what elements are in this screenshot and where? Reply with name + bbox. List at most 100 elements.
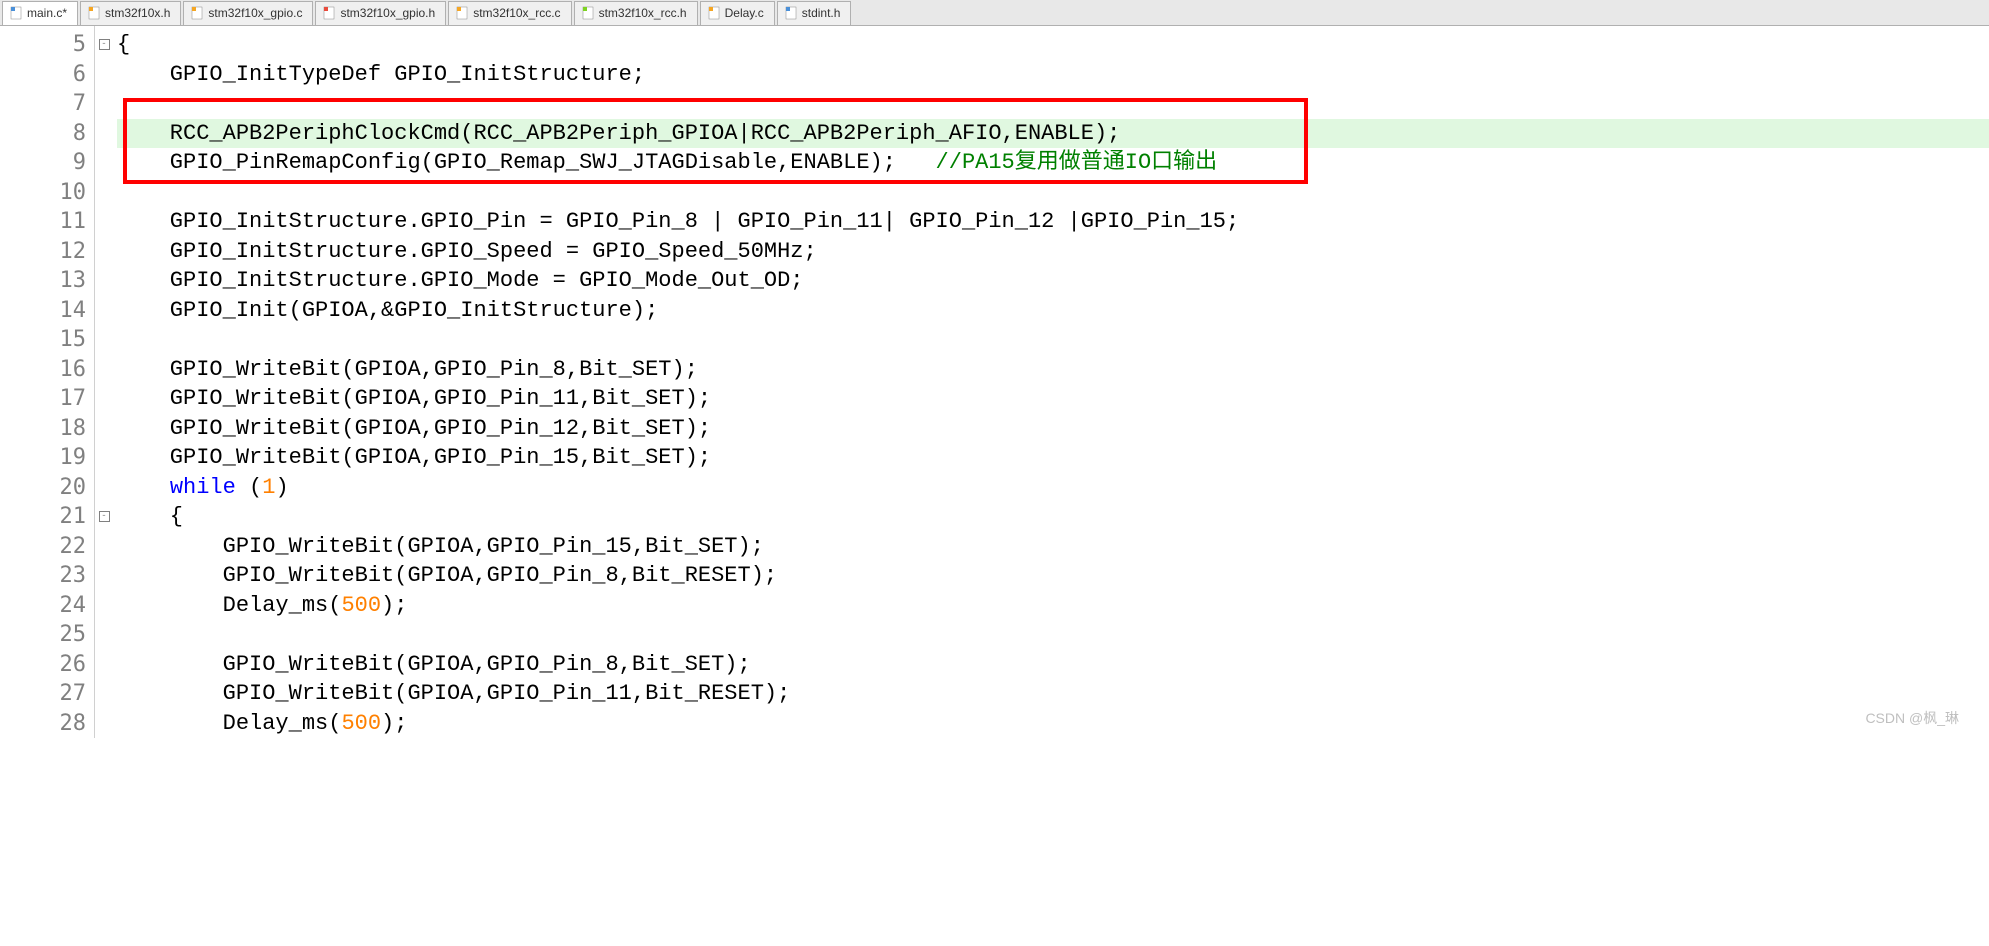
line-number: 22 bbox=[0, 532, 86, 562]
code-token bbox=[117, 475, 170, 500]
line-number: 23 bbox=[0, 561, 86, 591]
code-line[interactable] bbox=[117, 89, 1989, 119]
code-line[interactable]: GPIO_InitStructure.GPIO_Speed = GPIO_Spe… bbox=[117, 237, 1989, 267]
fold-marker-slot: - bbox=[95, 30, 113, 60]
tab-label: stdint.h bbox=[802, 6, 841, 20]
line-number: 21 bbox=[0, 502, 86, 532]
code-line[interactable]: GPIO_Init(GPIOA,&GPIO_InitStructure); bbox=[117, 296, 1989, 326]
tab-stm32f10x-rcc-h[interactable]: stm32f10x_rcc.h bbox=[574, 1, 698, 25]
tab-label: stm32f10x.h bbox=[105, 6, 170, 20]
file-icon bbox=[190, 6, 204, 20]
line-number: 12 bbox=[0, 237, 86, 267]
file-icon bbox=[784, 6, 798, 20]
code-token: GPIO_WriteBit(GPIOA,GPIO_Pin_11,Bit_RESE… bbox=[117, 681, 790, 706]
code-token: { bbox=[117, 504, 183, 529]
code-line[interactable]: GPIO_WriteBit(GPIOA,GPIO_Pin_8,Bit_SET); bbox=[117, 650, 1989, 680]
code-line[interactable]: RCC_APB2PeriphClockCmd(RCC_APB2Periph_GP… bbox=[117, 119, 1989, 149]
tab-stm32f10x-h[interactable]: stm32f10x.h bbox=[80, 1, 181, 25]
code-line[interactable]: GPIO_WriteBit(GPIOA,GPIO_Pin_15,Bit_SET)… bbox=[117, 443, 1989, 473]
line-number: 15 bbox=[0, 325, 86, 355]
code-token: 500 bbox=[341, 711, 381, 736]
code-line[interactable]: GPIO_WriteBit(GPIOA,GPIO_Pin_12,Bit_SET)… bbox=[117, 414, 1989, 444]
code-token: GPIO_InitStructure.GPIO_Mode = GPIO_Mode… bbox=[117, 268, 804, 293]
code-token: GPIO_InitTypeDef GPIO_InitStructure; bbox=[117, 62, 645, 87]
fold-marker-slot bbox=[95, 207, 113, 237]
tab-label: stm32f10x_gpio.c bbox=[208, 6, 302, 20]
code-line[interactable]: { bbox=[117, 502, 1989, 532]
fold-marker-slot bbox=[95, 296, 113, 326]
file-icon bbox=[322, 6, 336, 20]
tab-label: Delay.c bbox=[725, 6, 764, 20]
fold-marker-slot bbox=[95, 650, 113, 680]
code-line[interactable]: GPIO_PinRemapConfig(GPIO_Remap_SWJ_JTAGD… bbox=[117, 148, 1989, 178]
code-token: ); bbox=[381, 593, 407, 618]
tab-label: stm32f10x_gpio.h bbox=[340, 6, 435, 20]
code-token: //PA15复用做普通IO口输出 bbox=[936, 150, 1218, 175]
tab-stm32f10x-gpio-c[interactable]: stm32f10x_gpio.c bbox=[183, 1, 313, 25]
line-number: 5 bbox=[0, 30, 86, 60]
code-line[interactable]: Delay_ms(500); bbox=[117, 709, 1989, 739]
tab-main-c-[interactable]: main.c* bbox=[2, 1, 78, 25]
fold-marker-slot bbox=[95, 384, 113, 414]
tab-stm32f10x-gpio-h[interactable]: stm32f10x_gpio.h bbox=[315, 1, 446, 25]
code-line[interactable]: GPIO_WriteBit(GPIOA,GPIO_Pin_8,Bit_RESET… bbox=[117, 561, 1989, 591]
tab-stdint-h[interactable]: stdint.h bbox=[777, 1, 852, 25]
fold-toggle-icon[interactable]: - bbox=[99, 39, 110, 50]
code-line[interactable]: while (1) bbox=[117, 473, 1989, 503]
fold-marker-slot bbox=[95, 443, 113, 473]
code-token: GPIO_WriteBit(GPIOA,GPIO_Pin_8,Bit_RESET… bbox=[117, 563, 777, 588]
file-icon bbox=[87, 6, 101, 20]
code-token: GPIO_InitStructure.GPIO_Speed = GPIO_Spe… bbox=[117, 239, 817, 264]
line-number: 20 bbox=[0, 473, 86, 503]
code-line[interactable] bbox=[117, 178, 1989, 208]
code-line[interactable] bbox=[117, 325, 1989, 355]
code-line[interactable]: Delay_ms(500); bbox=[117, 591, 1989, 621]
line-number: 13 bbox=[0, 266, 86, 296]
fold-marker-slot bbox=[95, 178, 113, 208]
fold-marker-slot bbox=[95, 237, 113, 267]
code-line[interactable]: GPIO_WriteBit(GPIOA,GPIO_Pin_11,Bit_RESE… bbox=[117, 679, 1989, 709]
line-number: 18 bbox=[0, 414, 86, 444]
line-number: 17 bbox=[0, 384, 86, 414]
line-number: 11 bbox=[0, 207, 86, 237]
code-line[interactable]: GPIO_WriteBit(GPIOA,GPIO_Pin_8,Bit_SET); bbox=[117, 355, 1989, 385]
code-token: { bbox=[117, 32, 130, 57]
tab-stm32f10x-rcc-c[interactable]: stm32f10x_rcc.c bbox=[448, 1, 571, 25]
fold-marker-slot bbox=[95, 355, 113, 385]
fold-marker-slot bbox=[95, 60, 113, 90]
code-editor: 5678910111213141516171819202122232425262… bbox=[0, 26, 1989, 738]
code-token: ); bbox=[381, 711, 407, 736]
fold-marker-slot: - bbox=[95, 502, 113, 532]
code-line[interactable]: GPIO_InitStructure.GPIO_Mode = GPIO_Mode… bbox=[117, 266, 1989, 296]
fold-marker-slot bbox=[95, 532, 113, 562]
code-token: GPIO_WriteBit(GPIOA,GPIO_Pin_15,Bit_SET)… bbox=[117, 445, 711, 470]
code-area[interactable]: { GPIO_InitTypeDef GPIO_InitStructure; R… bbox=[113, 26, 1989, 738]
code-token: GPIO_WriteBit(GPIOA,GPIO_Pin_8,Bit_SET); bbox=[117, 652, 751, 677]
code-token: 1 bbox=[262, 475, 275, 500]
code-line[interactable]: { bbox=[117, 30, 1989, 60]
fold-marker-slot bbox=[95, 266, 113, 296]
fold-marker-slot bbox=[95, 148, 113, 178]
line-number: 16 bbox=[0, 355, 86, 385]
code-token: Delay_ms( bbox=[117, 711, 341, 736]
file-icon bbox=[581, 6, 595, 20]
line-number: 26 bbox=[0, 650, 86, 680]
tab-label: stm32f10x_rcc.c bbox=[473, 6, 560, 20]
fold-marker-slot bbox=[95, 89, 113, 119]
code-token: GPIO_Init(GPIOA,&GPIO_InitStructure); bbox=[117, 298, 658, 323]
fold-toggle-icon[interactable]: - bbox=[99, 511, 110, 522]
code-line[interactable]: GPIO_InitTypeDef GPIO_InitStructure; bbox=[117, 60, 1989, 90]
watermark-text: CSDN @枫_琳 bbox=[1865, 708, 1959, 728]
line-number: 7 bbox=[0, 89, 86, 119]
file-icon bbox=[707, 6, 721, 20]
fold-marker-slot bbox=[95, 679, 113, 709]
code-line[interactable]: GPIO_WriteBit(GPIOA,GPIO_Pin_15,Bit_SET)… bbox=[117, 532, 1989, 562]
code-line[interactable]: GPIO_WriteBit(GPIOA,GPIO_Pin_11,Bit_SET)… bbox=[117, 384, 1989, 414]
fold-marker-slot bbox=[95, 325, 113, 355]
line-number: 25 bbox=[0, 620, 86, 650]
tab-delay-c[interactable]: Delay.c bbox=[700, 1, 775, 25]
code-line[interactable]: GPIO_InitStructure.GPIO_Pin = GPIO_Pin_8… bbox=[117, 207, 1989, 237]
code-token: ) bbox=[275, 475, 288, 500]
code-line[interactable] bbox=[117, 620, 1989, 650]
fold-column: -- bbox=[95, 26, 113, 738]
